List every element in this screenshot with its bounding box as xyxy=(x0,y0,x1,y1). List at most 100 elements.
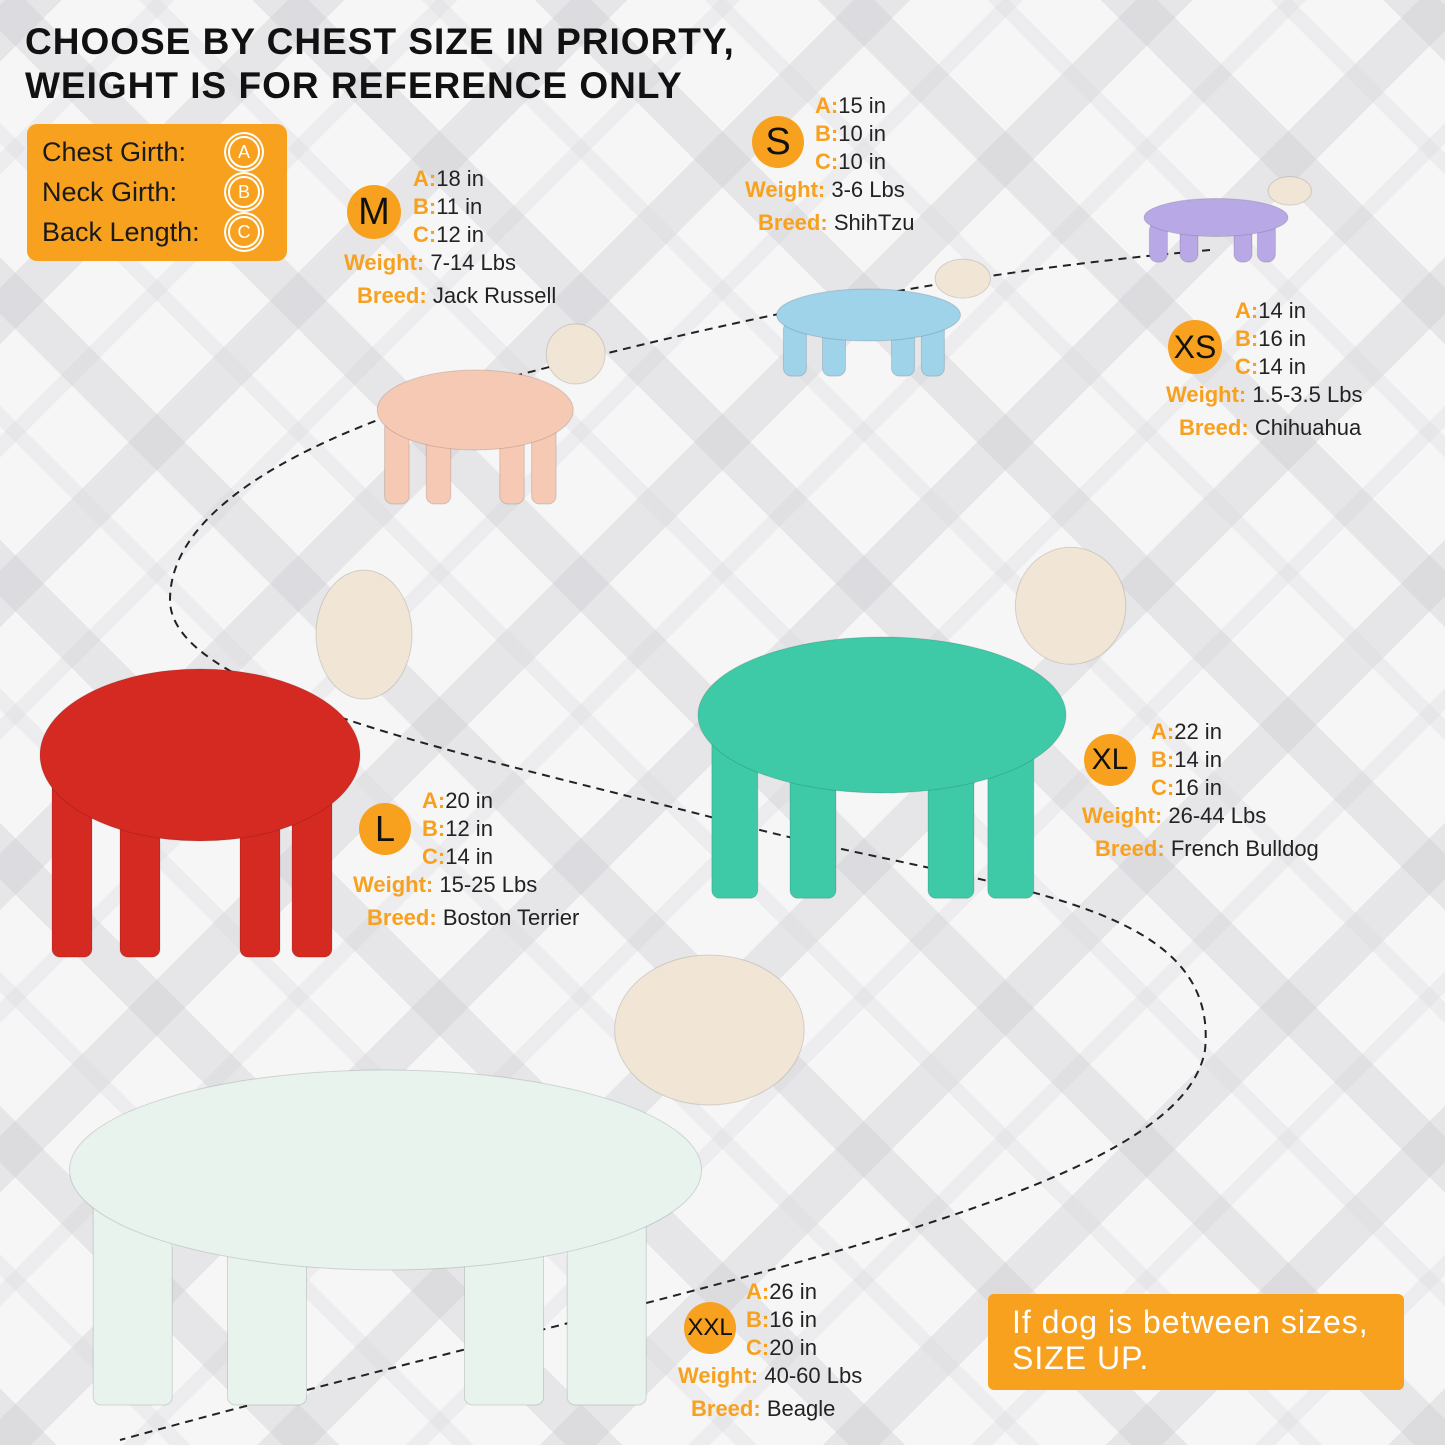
measure-label: B: xyxy=(1235,326,1259,351)
size-badge: XL xyxy=(1084,734,1136,786)
measure-b: B:10 in xyxy=(815,121,886,147)
size-badge: XXL xyxy=(684,1302,736,1354)
measure-a: A:14 in xyxy=(1235,298,1306,324)
weight-label: Weight: xyxy=(745,177,826,202)
weight-row: Weight: 26-44 Lbs xyxy=(1082,803,1266,829)
breed-value: Jack Russell xyxy=(432,283,557,308)
weight-row: Weight: 1.5-3.5 Lbs xyxy=(1166,382,1362,408)
measure-label: B: xyxy=(413,194,437,219)
dog-photo-shihtzu xyxy=(776,258,991,377)
weight-value: 40-60 Lbs xyxy=(764,1363,863,1388)
measure-label: B: xyxy=(1151,747,1175,772)
title-line-1: CHOOSE BY CHEST SIZE IN PRIORTY, xyxy=(25,21,735,62)
breed-value: ShihTzu xyxy=(833,210,915,235)
measure-b: B:12 in xyxy=(422,816,493,842)
breed-row: Breed: French Bulldog xyxy=(1095,836,1319,862)
size-badge: M xyxy=(347,185,401,239)
measure-label: B: xyxy=(422,816,446,841)
weight-row: Weight: 3-6 Lbs xyxy=(745,177,905,203)
measure-c: C:16 in xyxy=(1151,775,1222,801)
measure-label: A: xyxy=(413,166,437,191)
measure-value: 20 in xyxy=(769,1335,817,1360)
breed-label: Breed: xyxy=(758,210,828,235)
measure-value: 14 in xyxy=(1258,298,1306,323)
breed-label: Breed: xyxy=(1095,836,1165,861)
measure-b: B:14 in xyxy=(1151,747,1222,773)
breed-row: Breed: ShihTzu xyxy=(758,210,915,236)
measure-value: 16 in xyxy=(769,1307,817,1332)
measure-label: B: xyxy=(746,1307,770,1332)
measure-label: A: xyxy=(815,93,839,118)
weight-value: 15-25 Lbs xyxy=(439,872,538,897)
measure-a: A:15 in xyxy=(815,93,886,119)
measure-value: 20 in xyxy=(445,788,493,813)
legend-back-length: Back Length: C xyxy=(42,212,287,252)
measure-label: A: xyxy=(746,1279,770,1304)
weight-value: 7-14 Lbs xyxy=(430,250,516,275)
measure-label: A: xyxy=(1151,719,1175,744)
breed-label: Breed: xyxy=(691,1396,761,1421)
note-line-1: If dog is between sizes, xyxy=(1012,1304,1369,1340)
measure-value: 26 in xyxy=(769,1279,817,1304)
measure-label: C: xyxy=(746,1335,770,1360)
letter-a-icon: A xyxy=(228,136,260,168)
weight-label: Weight: xyxy=(344,250,425,275)
title-line-2: WEIGHT IS FOR REFERENCE ONLY xyxy=(25,65,683,106)
size-up-note: If dog is between sizes, SIZE UP. xyxy=(988,1294,1404,1390)
weight-value: 3-6 Lbs xyxy=(831,177,905,202)
breed-row: Breed: Boston Terrier xyxy=(367,905,579,931)
measure-value: 14 in xyxy=(1174,747,1222,772)
measure-c: C:14 in xyxy=(1235,354,1306,380)
weight-row: Weight: 40-60 Lbs xyxy=(678,1363,862,1389)
size-path-dashed-line xyxy=(119,249,1211,1441)
dog-photo-boston-terrier xyxy=(39,569,413,958)
measure-b: B:11 in xyxy=(413,194,482,220)
weight-label: Weight: xyxy=(1166,382,1247,407)
measure-value: 10 in xyxy=(838,121,886,146)
measure-value: 14 in xyxy=(445,844,493,869)
weight-label: Weight: xyxy=(678,1363,759,1388)
measure-b: B:16 in xyxy=(1235,326,1306,352)
measure-label: C: xyxy=(1151,775,1175,800)
measure-value: 14 in xyxy=(1258,354,1306,379)
weight-label: Weight: xyxy=(1082,803,1163,828)
weight-label: Weight: xyxy=(353,872,434,897)
page-title: CHOOSE BY CHEST SIZE IN PRIORTY, WEIGHT … xyxy=(25,20,735,108)
letter-c-icon: C xyxy=(228,216,260,248)
weight-row: Weight: 15-25 Lbs xyxy=(353,872,537,898)
breed-value: French Bulldog xyxy=(1170,836,1319,861)
measure-a: A:26 in xyxy=(746,1279,817,1305)
measure-a: A:22 in xyxy=(1151,719,1222,745)
dog-photo-french-bulldog xyxy=(697,546,1127,899)
measure-value: 11 in xyxy=(436,194,483,219)
legend-label: Chest Girth: xyxy=(42,137,187,167)
measure-b: B:16 in xyxy=(746,1307,817,1333)
breed-row: Breed: Beagle xyxy=(691,1396,835,1422)
measure-value: 12 in xyxy=(436,222,484,247)
legend-chest-girth: Chest Girth: A xyxy=(42,132,287,172)
measure-value: 10 in xyxy=(838,149,886,174)
dog-photo-chihuahua xyxy=(1143,176,1312,263)
weight-value: 26-44 Lbs xyxy=(1168,803,1267,828)
breed-value: Boston Terrier xyxy=(442,905,580,930)
measure-c: C:20 in xyxy=(746,1335,817,1361)
measure-value: 15 in xyxy=(838,93,886,118)
measure-label: A: xyxy=(422,788,446,813)
measure-label: C: xyxy=(422,844,446,869)
measure-a: A:18 in xyxy=(413,166,484,192)
breed-label: Breed: xyxy=(367,905,437,930)
measure-value: 12 in xyxy=(445,816,493,841)
breed-label: Breed: xyxy=(1179,415,1249,440)
measure-label: C: xyxy=(1235,354,1259,379)
legend-label: Back Length: xyxy=(42,217,200,247)
dog-photo-beagle xyxy=(69,954,805,1406)
measure-value: 16 in xyxy=(1174,775,1222,800)
weight-row: Weight: 7-14 Lbs xyxy=(344,250,516,276)
measure-label: C: xyxy=(815,149,839,174)
breed-value: Beagle xyxy=(766,1396,836,1421)
breed-row: Breed: Chihuahua xyxy=(1179,415,1361,441)
size-badge: L xyxy=(359,803,411,855)
measure-value: 18 in xyxy=(436,166,484,191)
measure-c: C:14 in xyxy=(422,844,493,870)
